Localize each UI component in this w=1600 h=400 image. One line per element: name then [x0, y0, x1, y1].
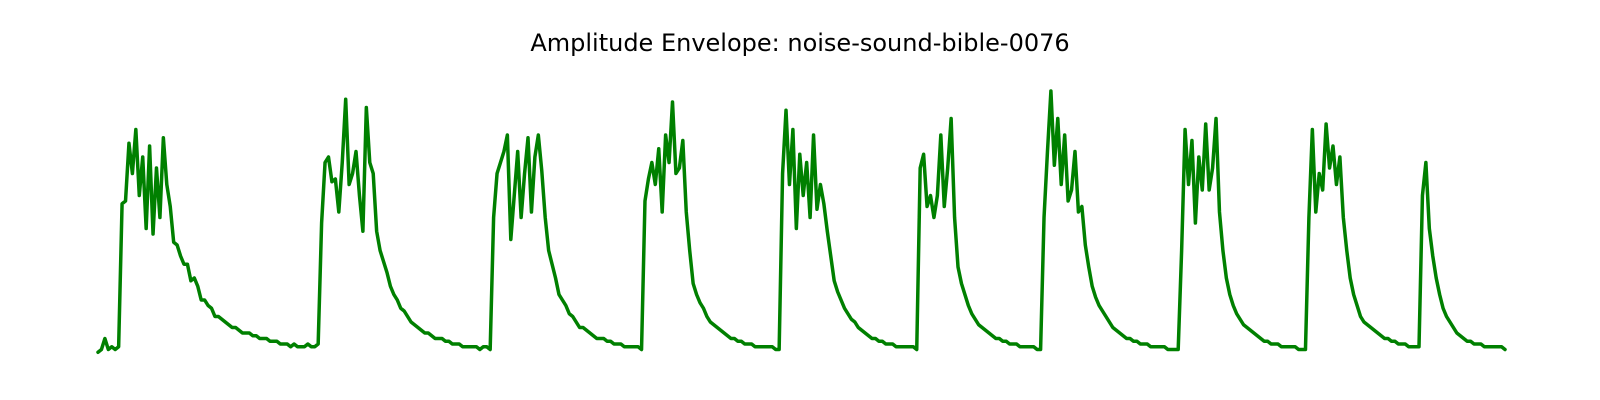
envelope-line-series — [96, 89, 1507, 354]
plot-area — [96, 89, 1507, 354]
chart-title: Amplitude Envelope: noise-sound-bible-00… — [530, 29, 1069, 57]
